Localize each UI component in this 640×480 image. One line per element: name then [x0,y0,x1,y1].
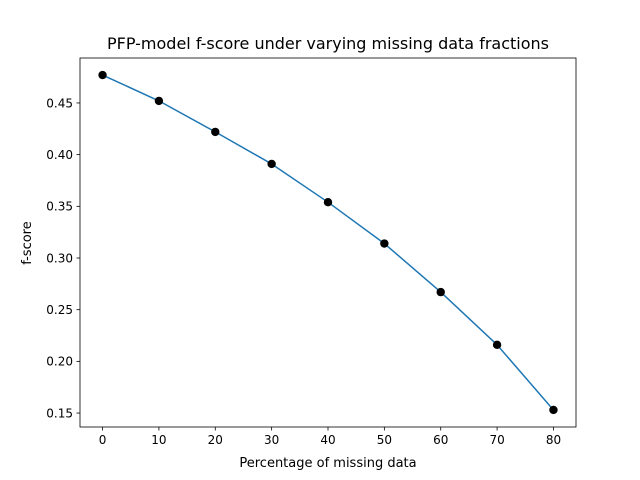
y-tick-label: 0.20 [46,355,73,369]
data-point [436,287,445,297]
y-tick-label: 0.35 [46,200,73,214]
y-tick-label: 0.25 [46,303,73,317]
data-point [267,159,276,169]
data-point [154,96,164,106]
plot-area [79,57,577,428]
x-tick-label: 30 [264,433,279,447]
y-tick-label: 0.45 [46,96,73,110]
data-point [211,127,220,137]
x-axis-label: Percentage of missing data [239,456,416,471]
data-point [323,197,333,207]
x-tick-label: 10 [151,433,166,447]
data-point [98,70,107,80]
x-tick-label: 50 [377,433,392,447]
y-tick-label: 0.30 [46,251,73,265]
x-tick-label: 20 [208,433,223,447]
data-point [492,340,502,350]
y-tick-label: 0.40 [46,148,73,162]
x-tick-label: 0 [99,433,107,447]
x-tick-label: 80 [546,433,561,447]
y-tick-label: 0.15 [46,406,73,420]
y-axis-ticks: 0.15 0.20 0.25 0.30 0.35 0.40 0.45 [46,96,80,420]
y-axis-label: f-score [20,221,35,265]
x-tick-label: 70 [489,433,504,447]
data-point [380,239,389,248]
x-axis-ticks: 0 10 20 30 40 50 60 70 80 [99,427,561,447]
chart-title: PFP-model f-score under varying missing … [107,34,549,53]
x-tick-label: 40 [320,433,335,447]
data-point [549,405,558,415]
x-tick-label: 60 [433,433,448,447]
